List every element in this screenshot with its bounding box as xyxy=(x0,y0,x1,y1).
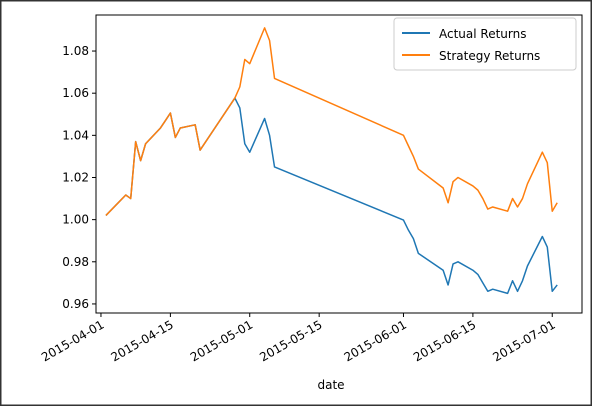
x-axis-label: date xyxy=(317,378,344,392)
y-tick-label: 1.04 xyxy=(62,128,89,142)
legend-box xyxy=(393,17,577,71)
plot-border xyxy=(95,14,583,314)
y-tick-label: 1.02 xyxy=(62,170,89,184)
y-tick-label: 1.00 xyxy=(62,213,89,227)
y-tick-label: 1.08 xyxy=(62,44,89,58)
legend-label: Strategy Returns xyxy=(439,49,540,63)
line-series xyxy=(105,27,558,216)
legend-label: Actual Returns xyxy=(439,27,526,41)
y-tick-label: 1.06 xyxy=(62,86,89,100)
y-tick-label: 0.98 xyxy=(62,255,89,269)
y-tick-label: 0.96 xyxy=(62,297,89,311)
